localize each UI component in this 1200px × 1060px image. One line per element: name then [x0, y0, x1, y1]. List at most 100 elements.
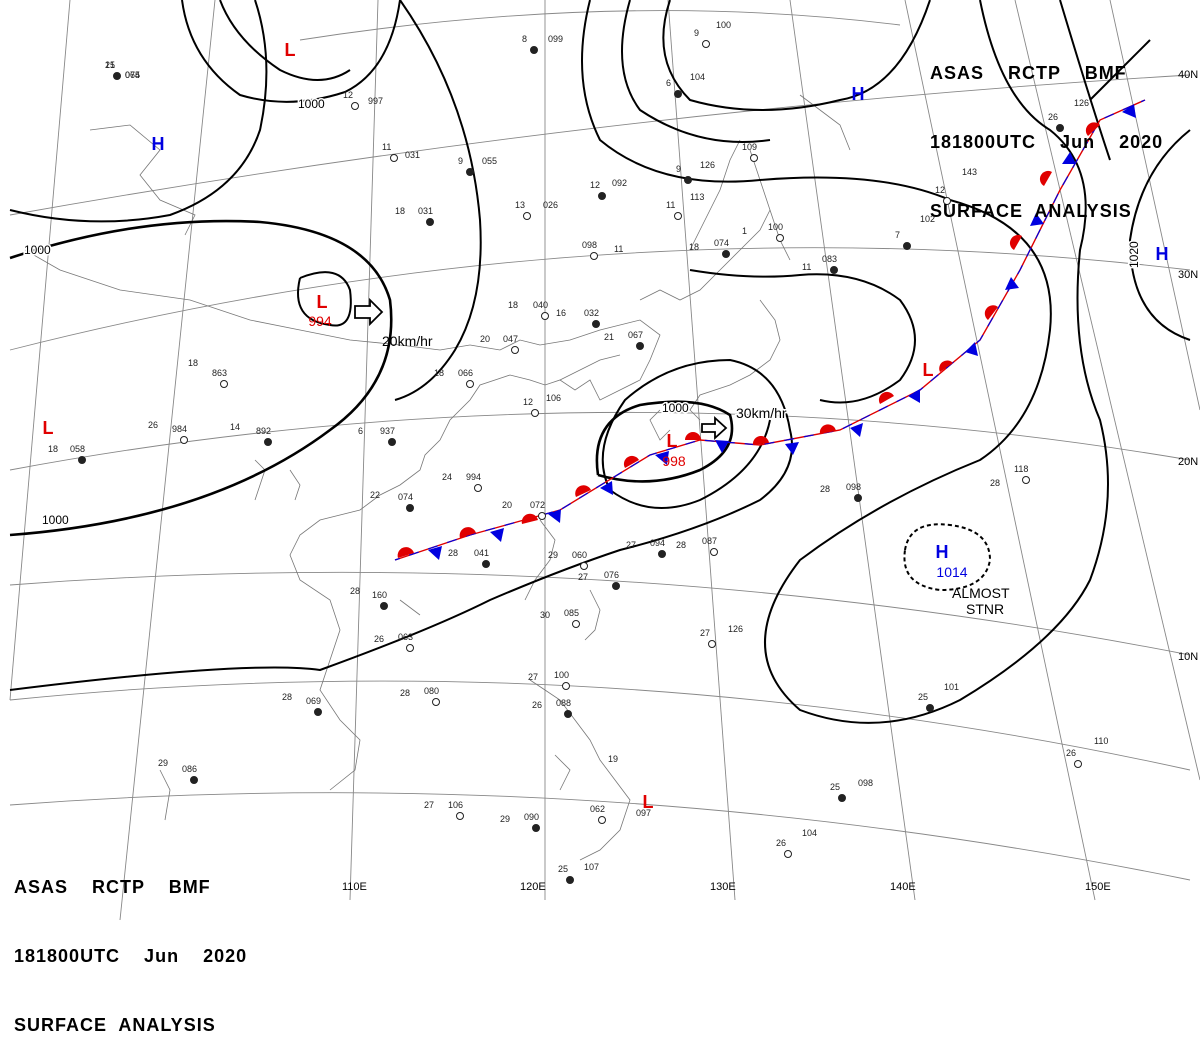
station-value: 099 — [548, 34, 563, 44]
station-value: 26 — [776, 838, 786, 848]
station-marker — [592, 320, 600, 328]
station-value: 088 — [556, 698, 571, 708]
station-value: 26 — [1066, 748, 1076, 758]
station-value: 067 — [628, 330, 643, 340]
station-value: 126 — [1074, 98, 1089, 108]
station-value: 28 — [676, 540, 686, 550]
station-marker — [784, 850, 792, 858]
station-marker — [531, 409, 539, 417]
station-marker — [180, 436, 188, 444]
station-value: 074 — [714, 238, 729, 248]
station-marker — [538, 512, 546, 520]
station-marker — [674, 90, 682, 98]
stationary-note: ALMOST — [952, 585, 1010, 601]
longitude-label: 150E — [1085, 881, 1111, 893]
center-pressure-value: 994 — [308, 313, 332, 329]
station-marker — [541, 312, 549, 320]
station-value: 11 — [382, 142, 391, 152]
station-value: 113 — [690, 192, 704, 202]
isobar — [1089, 39, 1151, 101]
station-value: 065 — [125, 70, 140, 80]
station-value: 27 — [424, 800, 434, 810]
station-marker — [674, 212, 682, 220]
station-marker — [432, 698, 440, 706]
station-value: 080 — [424, 686, 439, 696]
station-value: 25 — [830, 782, 840, 792]
station-marker — [1056, 124, 1064, 132]
station-marker — [598, 192, 606, 200]
station-value: 29 — [158, 758, 168, 768]
station-value: 143 — [962, 167, 977, 177]
station-value: 12 — [523, 397, 533, 407]
station-value: 21 — [604, 332, 614, 342]
low-pressure-center: L — [923, 360, 934, 380]
station-value: 28 — [350, 586, 360, 596]
stationary-front — [394, 99, 1146, 561]
header-line-2: 181800UTC Jun 2020 — [14, 946, 248, 966]
station-value: 984 — [172, 424, 187, 434]
station-marker — [926, 704, 934, 712]
isobar — [1059, 0, 1111, 161]
station-value: 863 — [212, 368, 227, 378]
station-marker — [532, 824, 540, 832]
station-value: 1 — [742, 226, 747, 236]
station-value: 27 — [578, 572, 588, 582]
station-value: 18 — [48, 444, 58, 454]
station-value: 055 — [482, 156, 497, 166]
station-value: 076 — [604, 570, 619, 580]
station-marker — [1074, 760, 1082, 768]
station-value: 997 — [368, 96, 383, 106]
station-marker — [264, 438, 272, 446]
station-value: 031 — [405, 150, 420, 160]
motion-arrow — [354, 297, 384, 327]
longitude-label: 130E — [710, 881, 736, 893]
isobar — [181, 0, 401, 103]
station-marker — [580, 562, 588, 570]
station-marker — [572, 620, 580, 628]
station-value: 28 — [282, 692, 292, 702]
station-value: 087 — [702, 536, 717, 546]
longitude-label: 110E — [342, 881, 367, 893]
station-value: 9 — [694, 28, 699, 38]
low-pressure-center: L — [643, 792, 654, 812]
station-value: 18 — [689, 242, 699, 252]
station-value: 6 — [666, 78, 671, 88]
low-pressure-center: L — [317, 292, 328, 312]
station-value: 20 — [480, 334, 490, 344]
station-value: 22 — [370, 490, 380, 500]
station-value: 11 — [802, 262, 811, 272]
isobar-label: 1000 — [24, 243, 51, 257]
header-line-3: SURFACE ANALYSIS — [14, 1015, 216, 1035]
station-value: 12 — [590, 180, 600, 190]
station-value: 27 — [700, 628, 710, 638]
station-value: 063 — [398, 632, 413, 642]
isobar-label: 1000 — [298, 97, 325, 111]
station-value: 026 — [543, 200, 558, 210]
station-marker — [854, 494, 862, 502]
station-marker — [190, 776, 198, 784]
isobar — [621, 0, 771, 143]
motion-arrows — [354, 297, 728, 441]
station-value: 031 — [418, 206, 433, 216]
station-value: 12 — [935, 185, 945, 195]
station-marker — [943, 197, 951, 205]
station-value: 25 — [558, 864, 568, 874]
station-value: 8 — [522, 34, 527, 44]
station-value: 160 — [372, 590, 387, 600]
isobar — [9, 358, 793, 691]
center-pressure-value: 1014 — [936, 564, 967, 580]
station-marker — [903, 242, 911, 250]
station-marker — [776, 234, 784, 242]
latitude-label: 40N — [1178, 69, 1198, 81]
center-pressure-value: 998 — [662, 453, 686, 469]
station-marker — [351, 102, 359, 110]
station-value: 25 — [918, 692, 928, 702]
station-value: 18 — [434, 368, 444, 378]
station-value: 18 — [188, 358, 198, 368]
station-marker — [612, 582, 620, 590]
low-pressure-center: L — [285, 40, 296, 60]
station-value: 11 — [614, 244, 623, 254]
station-marker — [564, 710, 572, 718]
